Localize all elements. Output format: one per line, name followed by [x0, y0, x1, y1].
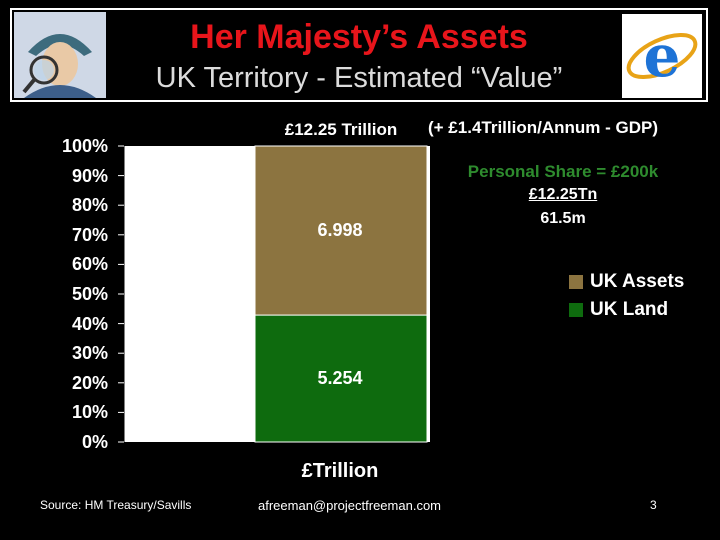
y-tick-label: 40%: [71, 313, 108, 334]
personal-share-label: Personal Share = £200k: [467, 162, 659, 181]
legend-item-land: UK Land: [568, 296, 684, 324]
total-label: £12.25 Trillion: [284, 120, 398, 139]
y-tick-label: 60%: [71, 254, 108, 275]
detective-icon: [14, 12, 106, 98]
legend-swatch-land: [568, 302, 584, 318]
page-title: Her Majesty’s Assets: [190, 18, 528, 56]
bar-segment-land: [254, 314, 428, 443]
legend-label-land: UK Land: [590, 299, 669, 320]
share-numerator: £12.25Tn: [528, 186, 598, 203]
y-tick-label: 100%: [61, 136, 108, 156]
y-tick-label: 0%: [81, 432, 108, 452]
legend-item-assets: UK Assets: [568, 268, 684, 296]
y-tick-label: 30%: [71, 343, 108, 364]
title-banner: Her Majesty’s Assets UK Territory - Esti…: [10, 8, 708, 102]
y-tick-label: 10%: [71, 402, 108, 423]
source-note: Source: HM Treasury/Savills: [40, 498, 192, 512]
y-tick-label: 70%: [71, 224, 108, 245]
page-number: 3: [650, 498, 657, 512]
y-tick-label: 20%: [71, 372, 108, 393]
x-axis-label: £Trillion: [301, 460, 379, 482]
bar-value-label-land: 5.254: [317, 367, 363, 388]
y-tick-label: 90%: [71, 165, 108, 186]
chart-legend: UK Assets UK Land: [568, 268, 684, 324]
svg-text:e: e: [644, 22, 681, 90]
bar-segment-assets: [254, 145, 428, 316]
contact-email[interactable]: afreeman@projectfreeman.com: [258, 498, 441, 513]
legend-swatch-assets: [568, 274, 584, 290]
y-tick-label: 50%: [71, 284, 108, 304]
share-denominator: 61.5m: [540, 210, 586, 227]
page-subtitle: UK Territory - Estimated “Value”: [155, 62, 563, 94]
bar-value-label-assets: 6.998: [317, 219, 363, 240]
y-tick-label: 80%: [71, 195, 108, 216]
gdp-label: (+ £1.4Trillion/Annum - GDP): [428, 118, 658, 137]
legend-label-assets: UK Assets: [590, 271, 685, 292]
internet-explorer-icon: e: [622, 14, 702, 98]
